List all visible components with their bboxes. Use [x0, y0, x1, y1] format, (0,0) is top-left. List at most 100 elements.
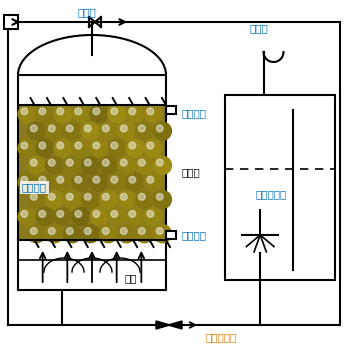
Circle shape — [21, 142, 28, 149]
Bar — [18, 75, 166, 290]
Circle shape — [99, 122, 118, 140]
Circle shape — [21, 176, 28, 183]
Circle shape — [90, 105, 108, 123]
Circle shape — [111, 108, 118, 115]
Circle shape — [120, 125, 127, 132]
Polygon shape — [168, 321, 182, 329]
Circle shape — [138, 228, 145, 234]
Circle shape — [129, 176, 136, 183]
Circle shape — [126, 139, 144, 157]
Circle shape — [120, 194, 127, 200]
Circle shape — [126, 208, 144, 226]
Circle shape — [57, 142, 64, 149]
Circle shape — [57, 210, 64, 217]
Circle shape — [82, 190, 99, 209]
Circle shape — [30, 125, 37, 132]
Circle shape — [18, 208, 36, 226]
Circle shape — [36, 139, 54, 157]
Circle shape — [93, 142, 100, 149]
Circle shape — [135, 225, 153, 243]
Circle shape — [102, 228, 109, 234]
Circle shape — [118, 156, 135, 174]
Circle shape — [118, 122, 135, 140]
Circle shape — [147, 210, 154, 217]
Circle shape — [129, 210, 136, 217]
Circle shape — [46, 190, 63, 209]
Circle shape — [82, 122, 99, 140]
Circle shape — [153, 225, 172, 243]
Text: 装树脂口: 装树脂口 — [181, 108, 206, 118]
Text: 聚结区: 聚结区 — [181, 168, 200, 177]
Circle shape — [36, 105, 54, 123]
Circle shape — [147, 176, 154, 183]
Circle shape — [66, 228, 73, 234]
Circle shape — [54, 105, 72, 123]
Circle shape — [82, 225, 99, 243]
Circle shape — [102, 159, 109, 166]
Circle shape — [75, 108, 82, 115]
Circle shape — [111, 210, 118, 217]
Circle shape — [118, 190, 135, 209]
Circle shape — [18, 105, 36, 123]
Text: 出水口: 出水口 — [78, 7, 96, 17]
Circle shape — [126, 173, 144, 191]
Circle shape — [48, 159, 55, 166]
Circle shape — [54, 173, 72, 191]
Text: 油水分离罐: 油水分离罐 — [256, 189, 287, 199]
Circle shape — [129, 142, 136, 149]
Text: 水帽: 水帽 — [124, 273, 137, 283]
Circle shape — [57, 176, 64, 183]
Circle shape — [66, 159, 73, 166]
Circle shape — [118, 225, 135, 243]
Bar — [225, 95, 335, 280]
Circle shape — [90, 139, 108, 157]
Circle shape — [72, 139, 90, 157]
Circle shape — [39, 210, 46, 217]
Circle shape — [75, 142, 82, 149]
Circle shape — [120, 159, 127, 166]
Circle shape — [120, 228, 127, 234]
Circle shape — [138, 159, 145, 166]
Circle shape — [75, 176, 82, 183]
Circle shape — [75, 210, 82, 217]
Circle shape — [156, 159, 163, 166]
Circle shape — [99, 156, 118, 174]
Circle shape — [84, 159, 91, 166]
Circle shape — [156, 228, 163, 234]
Circle shape — [39, 142, 46, 149]
Circle shape — [135, 190, 153, 209]
Polygon shape — [156, 321, 170, 329]
Circle shape — [48, 194, 55, 200]
Circle shape — [129, 108, 136, 115]
Circle shape — [153, 122, 172, 140]
Circle shape — [111, 176, 118, 183]
Circle shape — [84, 194, 91, 200]
Circle shape — [153, 156, 172, 174]
Circle shape — [72, 105, 90, 123]
Circle shape — [99, 190, 118, 209]
Circle shape — [147, 108, 154, 115]
Circle shape — [48, 125, 55, 132]
Circle shape — [111, 142, 118, 149]
Circle shape — [54, 208, 72, 226]
Circle shape — [63, 156, 82, 174]
Circle shape — [72, 208, 90, 226]
Circle shape — [39, 176, 46, 183]
Circle shape — [156, 125, 163, 132]
Circle shape — [147, 142, 154, 149]
Text: 呼吸口: 呼吸口 — [249, 23, 268, 33]
Circle shape — [144, 173, 162, 191]
Circle shape — [138, 125, 145, 132]
Circle shape — [27, 122, 46, 140]
Circle shape — [27, 190, 46, 209]
Circle shape — [30, 228, 37, 234]
Circle shape — [135, 122, 153, 140]
Circle shape — [108, 173, 126, 191]
Circle shape — [21, 108, 28, 115]
Circle shape — [21, 210, 28, 217]
Circle shape — [108, 105, 126, 123]
Circle shape — [84, 228, 91, 234]
Circle shape — [66, 125, 73, 132]
Circle shape — [63, 122, 82, 140]
Circle shape — [90, 173, 108, 191]
